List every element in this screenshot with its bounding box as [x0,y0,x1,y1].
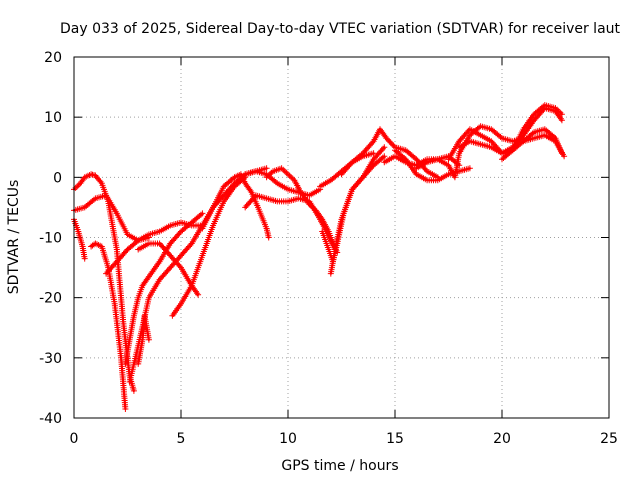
series-track-24 [499,126,565,163]
x-tick-label: 5 [177,431,186,447]
series-track-3 [88,240,129,412]
plus-markers [520,132,568,160]
y-tick-label: -40 [39,411,62,427]
plus-markers [169,174,249,319]
y-tick-label: -10 [39,231,62,247]
series-track-14 [242,168,324,199]
series-track-18 [338,126,441,181]
series-track-16 [327,153,388,277]
plot-frame [73,56,610,419]
x-tick-label: 10 [279,431,297,447]
axis-ticks: 0 5 10 15 20 25 20 10 0 -10 -20 -30 -40 [39,50,618,447]
x-axis-label: GPS time / hours [281,458,398,474]
plus-markers [319,144,388,265]
y-axis-label: SDTVAR / TECUs [6,180,22,295]
x-tick-label: 25 [600,431,618,447]
x-tick-label: 0 [70,431,79,447]
y-tick-label: 0 [53,170,62,186]
series-line [244,170,322,197]
series-track-17 [319,144,388,265]
data-series [71,102,568,412]
y-tick-label: 10 [44,110,62,126]
plus-markers [242,168,324,199]
plus-markers [135,240,202,298]
plus-markers [122,210,206,367]
y-tick-label: 20 [44,50,62,66]
series-track-10 [169,174,249,319]
plus-markers [135,312,152,367]
chart-title: Day 033 of 2025, Sidereal Day-to-day VTE… [60,21,621,37]
plus-markers [327,153,388,277]
plus-markers [499,126,565,163]
plus-markers [88,240,129,412]
series-track-5 [103,219,206,277]
series-track-25 [520,132,568,160]
y-tick-label: -30 [39,351,62,367]
series-track-8 [135,312,152,367]
x-tick-label: 20 [493,431,511,447]
series-track-6 [122,210,206,367]
series-track-2 [71,216,88,262]
plus-markers [338,126,441,181]
y-tick-label: -20 [39,291,62,307]
grid-lines [74,57,609,418]
x-tick-label: 15 [386,431,404,447]
